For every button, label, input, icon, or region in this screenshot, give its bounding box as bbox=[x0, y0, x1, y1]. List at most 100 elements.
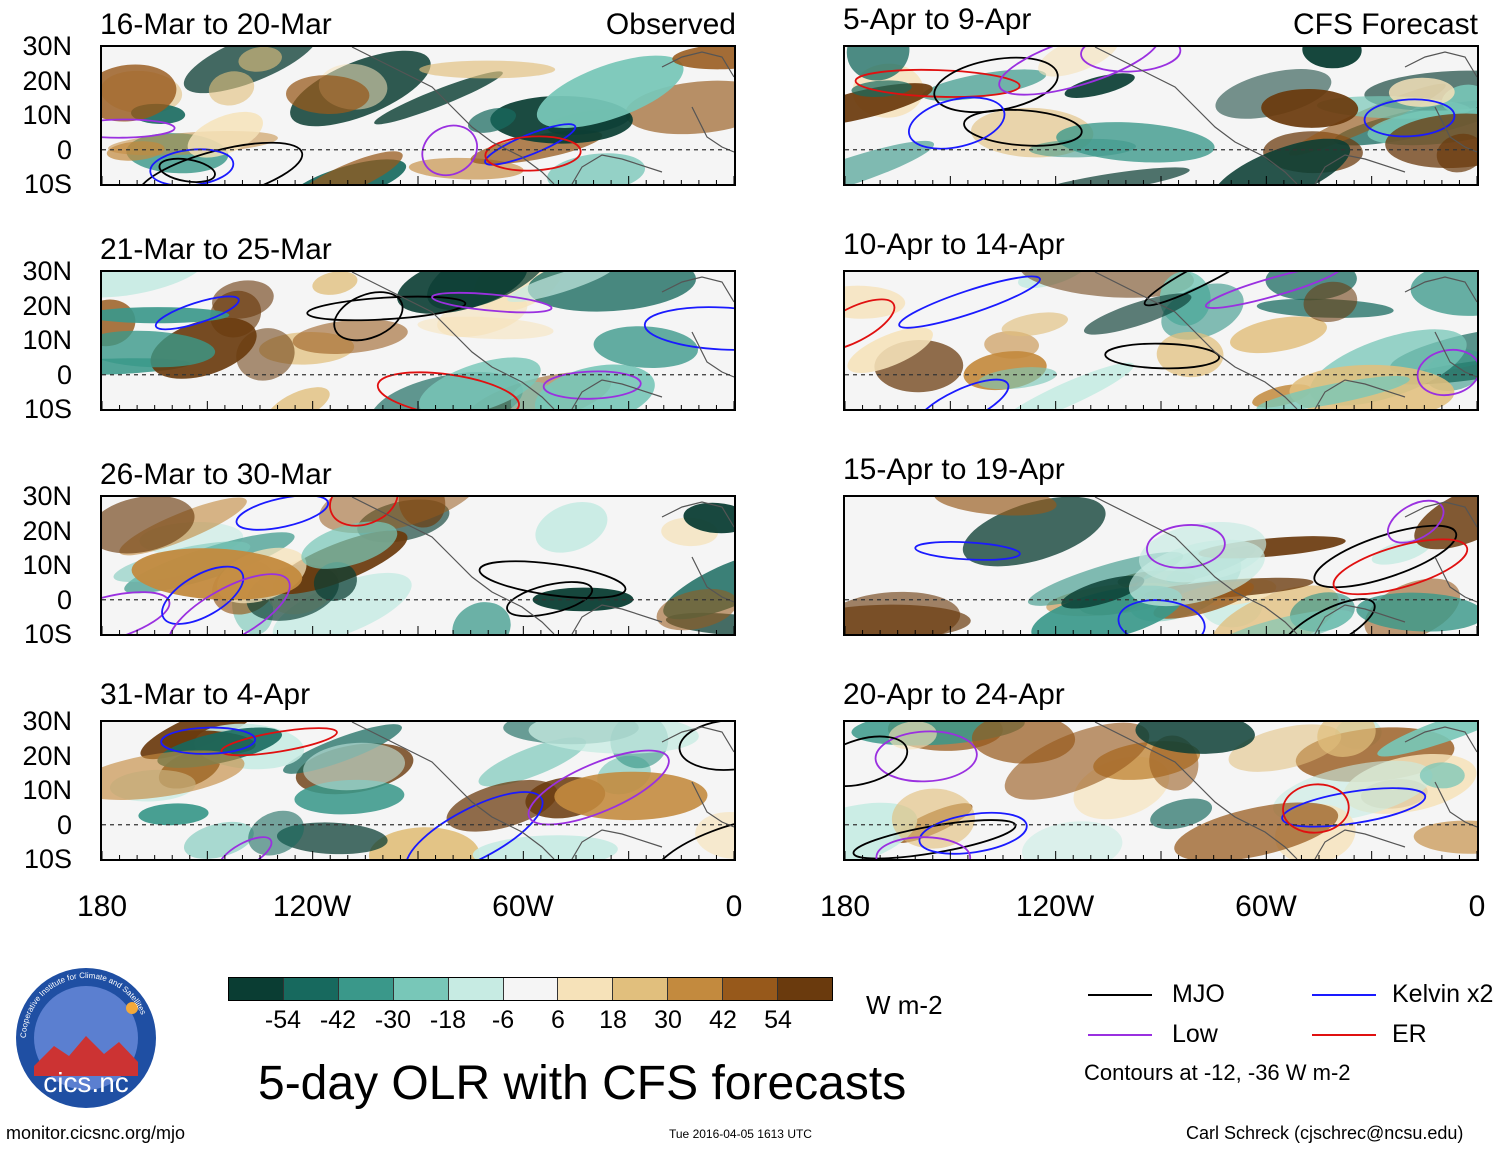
wave-contour bbox=[918, 811, 1028, 855]
colorbar-label: -6 bbox=[491, 1006, 515, 1034]
olr-anomaly-shading bbox=[102, 64, 177, 122]
colorbar-box-7 bbox=[613, 978, 669, 1000]
wave-contour bbox=[527, 749, 670, 826]
x-tick-right-180: 180 bbox=[819, 890, 871, 923]
olr-anomaly-shading bbox=[272, 572, 412, 634]
map-panel-fcst-2 bbox=[843, 270, 1479, 411]
olr-anomaly-shading bbox=[1212, 138, 1351, 184]
olr-anomaly-shading bbox=[131, 548, 303, 600]
wave-contour bbox=[907, 96, 1006, 150]
olr-anomaly-shading bbox=[1436, 133, 1477, 173]
colorbar-label: 30 bbox=[654, 1006, 682, 1034]
wave-contour bbox=[376, 371, 520, 409]
wave-contour bbox=[1387, 499, 1445, 544]
olr-anomaly-shading bbox=[301, 521, 398, 569]
olr-anomaly-shading bbox=[1001, 312, 1068, 337]
olr-anomaly-shading bbox=[845, 604, 971, 634]
wave-contour bbox=[1204, 272, 1342, 309]
olr-anomaly-shading bbox=[102, 330, 216, 368]
olr-anomaly-shading bbox=[468, 107, 516, 133]
olr-anomaly-shading bbox=[208, 71, 255, 106]
x-tick-right-120w: 120W bbox=[1015, 890, 1095, 923]
olr-anomaly-shading bbox=[847, 327, 933, 373]
y-tick-label: 0 bbox=[56, 134, 72, 165]
panel-title-fcst-4: 20-Apr to 24-Apr bbox=[843, 678, 1065, 711]
panel-title-obs-1: 16-Mar to 20-Mar bbox=[100, 8, 332, 41]
olr-anomaly-shading bbox=[593, 326, 699, 369]
panel-title-fcst-2: 10-Apr to 14-Apr bbox=[843, 228, 1065, 261]
olr-anomaly-shading bbox=[999, 362, 1135, 409]
olr-anomaly-shading bbox=[102, 272, 206, 298]
colorbar-box-0 bbox=[229, 978, 284, 1000]
y-tick-label: 0 bbox=[56, 359, 72, 390]
legend-label-kelvin: Kelvin x2 bbox=[1392, 980, 1494, 1008]
legend-label-er: ER bbox=[1392, 1020, 1427, 1048]
colorbar-box-4 bbox=[448, 978, 504, 1000]
wave-contour bbox=[1117, 599, 1206, 634]
map-panel-obs-2 bbox=[100, 270, 736, 411]
olr-anomaly-shading bbox=[528, 722, 699, 754]
y-tick-label: 0 bbox=[56, 809, 72, 840]
y-tick-label: 10S bbox=[23, 394, 72, 424]
olr-anomaly-shading bbox=[1302, 47, 1362, 69]
wave-contour bbox=[149, 148, 235, 184]
wave-contour bbox=[1281, 598, 1376, 634]
panel-title-fcst-3: 15-Apr to 19-Apr bbox=[843, 453, 1065, 486]
x-tick-right-0: 0 bbox=[1468, 890, 1486, 923]
y-tick-label: 10N bbox=[22, 550, 72, 580]
colorbar bbox=[228, 977, 833, 1001]
wave-contour bbox=[329, 497, 399, 527]
olr-anomaly-shading bbox=[1256, 376, 1410, 409]
olr-anomaly-shading bbox=[1377, 722, 1477, 757]
wave-contour bbox=[431, 291, 553, 314]
panel-title-obs-4: 31-Mar to 4-Apr bbox=[100, 678, 311, 711]
olr-anomaly-shading bbox=[1019, 272, 1194, 298]
wave-contour bbox=[678, 722, 734, 771]
olr-anomaly-shading bbox=[312, 272, 358, 295]
olr-anomaly-shading bbox=[971, 722, 1076, 764]
wave-contour bbox=[998, 47, 1160, 96]
olr-anomaly-shading bbox=[1083, 293, 1192, 335]
olr-anomaly-shading bbox=[527, 272, 697, 312]
olr-anomaly-shading bbox=[292, 319, 408, 354]
legend-line-mjo bbox=[1088, 994, 1152, 996]
olr-anomaly-shading bbox=[478, 737, 587, 787]
olr-anomaly-shading bbox=[554, 771, 708, 821]
y-tick-label: 10S bbox=[23, 619, 72, 649]
footer-author: Carl Schreck (cjschrec@ncsu.edu) bbox=[1186, 1123, 1464, 1143]
contour-note: Contours at -12, -36 W m-2 bbox=[1084, 1060, 1351, 1085]
coastline bbox=[351, 47, 734, 184]
y-tick-label: 30N bbox=[22, 256, 72, 286]
colorbar-box-9 bbox=[723, 978, 779, 1000]
olr-anomaly-shading bbox=[369, 827, 480, 859]
olr-anomaly-shading bbox=[1022, 821, 1123, 859]
coastline bbox=[1094, 722, 1477, 859]
olr-anomaly-shading bbox=[267, 387, 330, 409]
olr-anomaly-shading bbox=[418, 357, 541, 409]
colorbar-label: -30 bbox=[374, 1006, 412, 1034]
x-tick-left-180: 180 bbox=[76, 890, 128, 923]
olr-anomaly-shading bbox=[922, 69, 1047, 101]
y-tick-label: 20N bbox=[22, 65, 72, 96]
coastline bbox=[1094, 47, 1477, 184]
olr-anomaly-shading bbox=[507, 272, 615, 303]
y-tick-label: 10S bbox=[23, 844, 72, 874]
footer-url[interactable]: monitor.cicsnc.org/mjo bbox=[6, 1123, 186, 1143]
olr-anomaly-shading bbox=[319, 497, 480, 534]
legend-label-low: Low bbox=[1172, 1020, 1218, 1048]
wave-contour bbox=[1146, 524, 1226, 569]
chart-title: 5-day OLR with CFS forecasts bbox=[258, 1057, 907, 1110]
olr-anomaly-shading bbox=[313, 562, 357, 601]
olr-anomaly-shading bbox=[374, 71, 503, 125]
olr-anomaly-shading bbox=[1413, 820, 1477, 854]
olr-anomaly-shading bbox=[1356, 592, 1477, 632]
cics-logo: cics.nc Cooperative Institute for Climat… bbox=[14, 966, 158, 1110]
olr-anomaly-shading bbox=[1174, 802, 1339, 859]
wave-contour bbox=[1281, 787, 1427, 828]
olr-anomaly-shading bbox=[1230, 316, 1327, 354]
olr-anomaly-shading bbox=[419, 60, 556, 79]
legend-label-mjo: MJO bbox=[1172, 980, 1225, 1008]
logo-text: cics.nc bbox=[43, 1067, 129, 1098]
olr-anomaly-shading bbox=[294, 779, 405, 815]
colorbar-units: W m-2 bbox=[866, 990, 943, 1020]
